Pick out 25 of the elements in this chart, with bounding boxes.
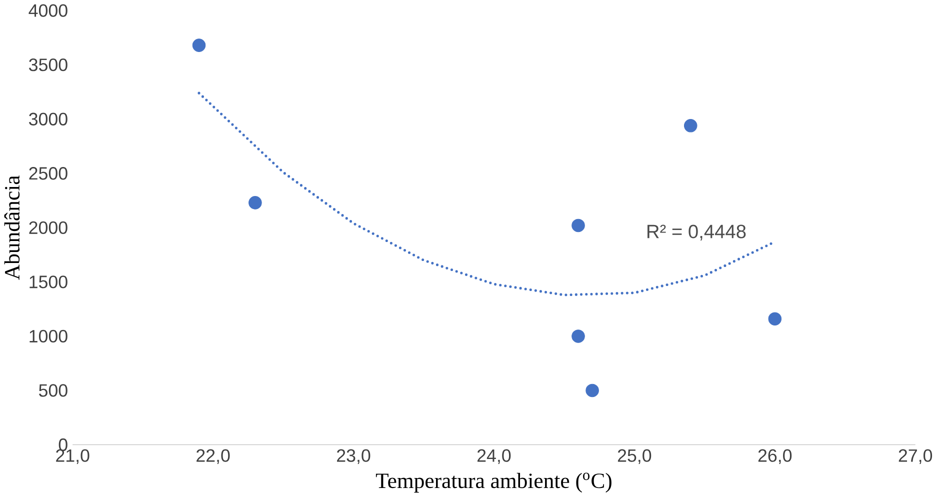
y-tick-label: 3000: [29, 112, 68, 126]
x-axis-title: Temperatura ambiente ($^{o}$C): [376, 472, 612, 493]
y-axis-title: Abundância: [4, 176, 20, 280]
x-tick-label: 22,0: [196, 449, 230, 464]
point: [572, 218, 585, 232]
point: [248, 196, 262, 210]
y-tick-label: 1000: [30, 330, 68, 343]
point: [572, 330, 585, 343]
x-tick-label: 26,0: [758, 449, 792, 464]
y-tick-label: 1500: [30, 276, 68, 288]
point: [684, 119, 698, 132]
x-tick-label: 27,0: [898, 449, 932, 464]
point: [192, 38, 206, 52]
point: [768, 312, 782, 326]
point: [586, 384, 599, 398]
x-tick-label: 23,0: [337, 449, 370, 464]
y-tick-label: 500: [38, 384, 68, 397]
x-tick-label: 21,0: [56, 449, 90, 464]
y-tick-label: 2000: [29, 221, 68, 234]
annotation: R² = 0,4448: [648, 224, 746, 241]
x-tick-label: 24,0: [477, 449, 511, 464]
y-tick-label: 3500: [29, 58, 68, 72]
x-tick-label: 25,0: [618, 449, 652, 464]
y-tick-label: 2500: [29, 167, 68, 180]
y-tick-label: 4000: [28, 4, 68, 17]
